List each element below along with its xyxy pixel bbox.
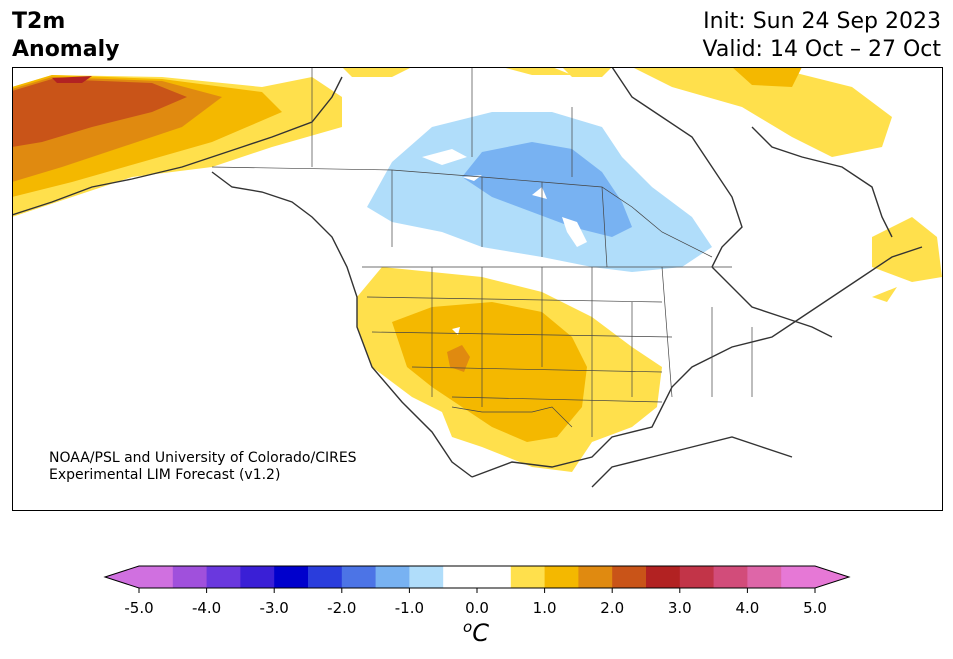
- canada-east-anomaly-1-5: [732, 67, 802, 87]
- colorbar-tick-label: 3.0: [667, 599, 692, 617]
- anomaly-map: [12, 67, 943, 511]
- map-frame: [12, 67, 943, 511]
- valid-date: Valid: 14 Oct – 27 Oct: [702, 37, 941, 62]
- colorbar-bin: [443, 566, 478, 588]
- colorbar-bin: [308, 566, 343, 588]
- newfoundland-anomaly-1: [872, 217, 942, 302]
- forecast-dates: Init: Sun 24 Sep 2023 Valid: 14 Oct – 27…: [703, 8, 941, 64]
- colorbar-bin: [747, 566, 782, 588]
- north-central-anomaly-neg-1-5: [462, 142, 632, 237]
- colorbar-tick-label: -2.0: [327, 599, 357, 617]
- colorbar-bin: [477, 566, 512, 588]
- colorbar-bin: [646, 566, 681, 588]
- init-date: Init: Sun 24 Sep 2023: [703, 9, 941, 34]
- colorbar-tick-label: 0.0: [465, 599, 489, 617]
- credit-line-1: NOAA/PSL and University of Colorado/CIRE…: [49, 450, 357, 466]
- anomaly-label: Anomaly: [12, 37, 120, 62]
- colorbar-bin: [544, 566, 579, 588]
- colorbar-tick-label: -1.0: [394, 599, 425, 617]
- colorbar-tick-label: 2.0: [600, 599, 625, 617]
- colorbar-bin: [206, 566, 241, 588]
- unit-label: oC: [463, 618, 489, 647]
- colorbar-extend-high: [815, 566, 849, 588]
- colorbar-bin: [341, 566, 377, 588]
- colorbar: [103, 565, 851, 593]
- credit-line-2: Experimental LIM Forecast (v1.2): [49, 467, 281, 483]
- southwest-anomaly-2: [447, 345, 470, 372]
- colorbar-tick-label: 4.0: [735, 599, 760, 617]
- plot-title: T2m Anomaly: [12, 8, 119, 64]
- colorbar-bin: [679, 566, 715, 588]
- colorbar-tick-label: -3.0: [259, 599, 289, 617]
- colorbar-bin: [139, 566, 174, 588]
- colorbar-bin: [713, 566, 748, 588]
- colorbar-tick-label: -4.0: [191, 599, 222, 617]
- canada-east-anomaly-1: [632, 67, 892, 157]
- colorbar-bin: [578, 566, 613, 588]
- colorbar-bin: [409, 566, 444, 588]
- colorbar-extend-low: [105, 566, 139, 588]
- colorbar-bin: [612, 566, 647, 588]
- arctic-anomaly-1: [342, 67, 612, 77]
- colorbar-bin: [510, 566, 546, 588]
- unit-letter: C: [472, 619, 489, 647]
- variable-label: T2m: [12, 9, 66, 34]
- colorbar-bin: [240, 566, 275, 588]
- coastlines: [12, 67, 923, 488]
- unit-degree: o: [463, 618, 473, 636]
- colorbar-bin: [781, 566, 816, 588]
- colorbar-bin: [172, 566, 208, 588]
- alaska-anomaly-2-5: [12, 79, 187, 147]
- colorbar-tick-label: 5.0: [803, 599, 827, 617]
- lake-white-patch: [422, 149, 587, 247]
- southwest-anomaly-1-5: [392, 302, 587, 442]
- colorbar-bin: [375, 566, 410, 588]
- colorbar-tick-label: -5.0: [124, 599, 154, 617]
- borders: [211, 67, 753, 437]
- alaska-anomaly-3: [52, 76, 92, 83]
- colorbar-bin: [274, 566, 309, 588]
- credit-text: NOAA/PSL and University of Colorado/CIRE…: [49, 450, 357, 484]
- colorbar-tick-label: 1.0: [532, 599, 557, 617]
- lake-white-small: [452, 327, 460, 335]
